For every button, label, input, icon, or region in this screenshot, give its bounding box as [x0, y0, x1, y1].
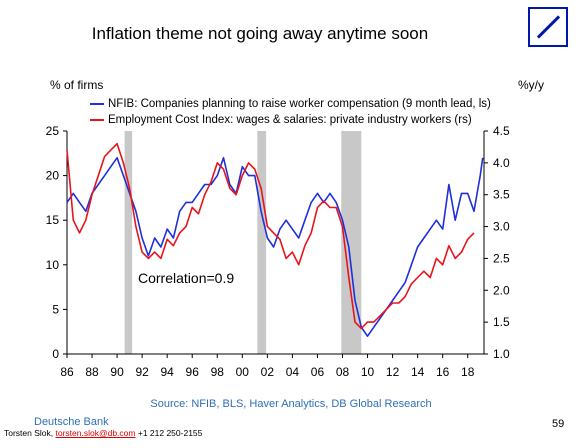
x-tick-label: 94 — [161, 365, 175, 379]
x-tick-label: 02 — [261, 365, 275, 379]
x-tick-label: 04 — [286, 365, 300, 379]
recession-band-2 — [341, 131, 362, 354]
legend-swatch-eci — [90, 119, 104, 121]
contact-email-link[interactable]: torsten.slok@db.com — [55, 428, 136, 438]
y-right-tick-label: 1.0 — [493, 347, 510, 361]
contact-name: Torsten Slok, — [4, 428, 54, 438]
contact-phone: +1 212 250-2155 — [137, 428, 203, 438]
x-tick-label: 96 — [186, 365, 200, 379]
y-right-tick-label: 3.0 — [493, 220, 510, 234]
deutsche-bank-logo-icon — [528, 7, 568, 47]
correlation-annotation: Correlation=0.9 — [138, 270, 234, 286]
x-tick-label: 92 — [135, 365, 149, 379]
x-tick-label: 14 — [411, 365, 425, 379]
x-tick-label: 12 — [386, 365, 400, 379]
legend-swatch-nfib — [90, 103, 104, 105]
y-right-tick-label: 4.0 — [493, 156, 510, 170]
y-left-tick-label: 25 — [46, 124, 60, 138]
y-right-tick-label: 3.5 — [493, 188, 510, 202]
y-left-tick-label: 5 — [52, 302, 59, 316]
chart-legend: NFIB: Companies planning to raise worker… — [90, 96, 491, 128]
x-tick-label: 06 — [311, 365, 325, 379]
y-left-tick-label: 0 — [52, 347, 59, 361]
y-left-tick-label: 20 — [46, 169, 60, 183]
x-tick-label: 10 — [361, 365, 375, 379]
y-right-tick-label: 2.5 — [493, 251, 510, 265]
legend-label-nfib: NFIB: Companies planning to raise worker… — [108, 98, 491, 110]
y-right-tick-label: 4.5 — [493, 124, 510, 138]
x-tick-label: 08 — [336, 365, 350, 379]
page-number: 59 — [552, 418, 565, 430]
legend-item-nfib: NFIB: Companies planning to raise worker… — [90, 96, 491, 112]
x-tick-label: 00 — [236, 365, 250, 379]
y-right-tick-label: 1.5 — [493, 315, 510, 329]
x-tick-label: 16 — [436, 365, 450, 379]
series-line-eci — [66, 142, 475, 330]
y-axis-right-label: %y/y — [518, 78, 545, 92]
y-axis-left-label: % of firms — [50, 78, 104, 92]
x-tick-label: 90 — [110, 365, 124, 379]
y-left-tick-label: 10 — [46, 258, 60, 272]
y-left-tick-label: 15 — [46, 213, 60, 227]
source-note: Source: NFIB, BLS, Haver Analytics, DB G… — [150, 398, 432, 410]
page-title: Inflation theme not going away anytime s… — [91, 24, 429, 43]
x-tick-label: 18 — [461, 365, 475, 379]
x-tick-label: 88 — [85, 365, 99, 379]
y-right-tick-label: 2.0 — [493, 283, 510, 297]
legend-label-eci: Employment Cost Index: wages & salaries:… — [108, 114, 472, 126]
x-tick-label: 86 — [60, 365, 74, 379]
recession-band-1 — [257, 131, 267, 354]
x-tick-label: 98 — [211, 365, 225, 379]
recession-band-0 — [124, 131, 133, 354]
footer-contact: Torsten Slok, torsten.slok@db.com +1 212… — [4, 428, 202, 438]
legend-item-eci: Employment Cost Index: wages & salaries:… — [90, 112, 491, 128]
footer-bank-name: Deutsche Bank — [34, 416, 109, 428]
series-line-nfib — [66, 157, 484, 338]
